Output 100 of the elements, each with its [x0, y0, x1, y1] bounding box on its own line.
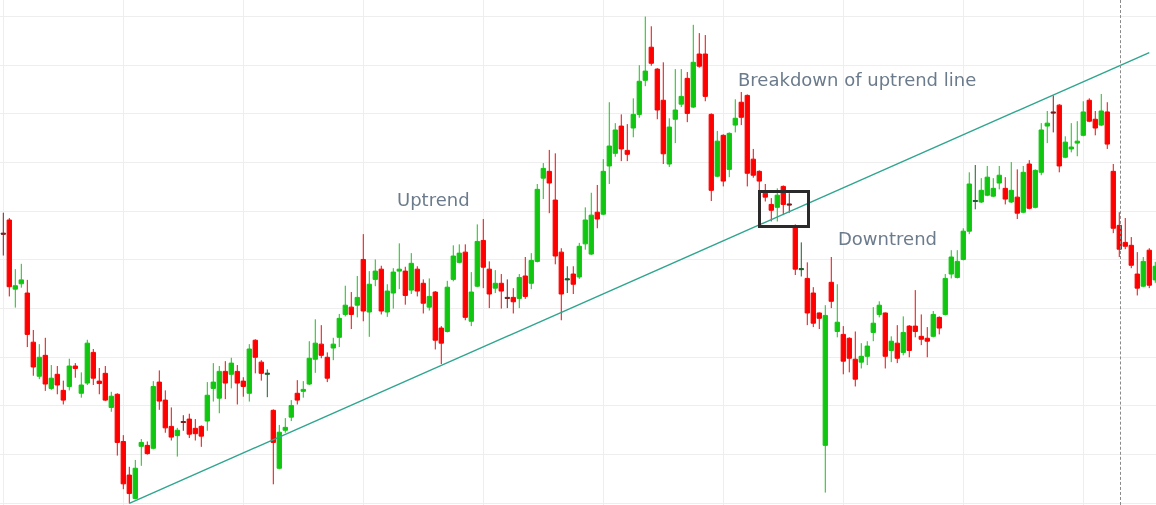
- candlestick: [0, 212, 6, 257]
- candlestick: [6, 217, 12, 297]
- candlestick: [522, 256, 528, 300]
- candlestick: [876, 300, 882, 318]
- candlestick: [24, 279, 30, 348]
- candlestick: [1080, 100, 1086, 137]
- candlestick: [930, 310, 936, 338]
- candlestick: [258, 359, 264, 382]
- candlestick: [222, 360, 228, 400]
- candlestick: [138, 438, 144, 467]
- candlestick: [1104, 101, 1110, 150]
- candlestick: [510, 287, 516, 314]
- candlestick: [1050, 94, 1056, 133]
- candlestick: [12, 268, 18, 309]
- candlestick: [1008, 161, 1014, 204]
- candlestick: [1074, 120, 1080, 157]
- candlestick: [480, 218, 486, 289]
- annotation: Uptrend: [397, 189, 470, 210]
- candlestick: [228, 357, 234, 389]
- candlestick: [264, 368, 270, 398]
- candlestick: [1020, 165, 1026, 214]
- candlestick: [504, 278, 510, 309]
- candlestick: [462, 243, 468, 321]
- candlestick: [576, 242, 582, 280]
- candlestick: [936, 315, 942, 335]
- candlestick: [972, 164, 978, 210]
- candlestick: [570, 265, 576, 295]
- candlestick: [348, 291, 354, 330]
- candlestick: [408, 252, 414, 295]
- candlestick: [294, 379, 300, 405]
- candlestick: [852, 330, 858, 387]
- candlestick: [132, 459, 138, 500]
- candlestick: [996, 165, 1002, 190]
- candlestick: [108, 391, 114, 413]
- candlestick: [642, 16, 648, 87]
- candlestick: [246, 343, 252, 403]
- candlestick: [888, 335, 894, 363]
- candlestick: [498, 273, 504, 310]
- candlestick: [516, 273, 522, 309]
- candlestick: [90, 348, 96, 386]
- candlestick: [18, 263, 24, 289]
- candlestick: [288, 399, 294, 422]
- candlestick: [150, 380, 156, 450]
- candlestick: [270, 408, 276, 485]
- candlestick: [54, 365, 60, 395]
- candlestick: [402, 266, 408, 306]
- candlestick: [786, 192, 792, 214]
- candlestick: [342, 285, 348, 317]
- candlestick: [600, 158, 606, 216]
- annotation: Downtrend: [838, 228, 937, 249]
- candlestick: [282, 417, 288, 434]
- candlestick: [174, 427, 180, 458]
- candlestick: [708, 112, 714, 202]
- candlestick: [798, 241, 804, 277]
- candlestick: [1134, 251, 1140, 296]
- candlestick: [1014, 168, 1020, 220]
- candlestick: [324, 351, 330, 383]
- candlestick: [678, 68, 684, 108]
- candlestick: [594, 184, 600, 229]
- candlestick: [372, 258, 378, 287]
- candlestick: [492, 269, 498, 294]
- candlestick: [1044, 110, 1050, 144]
- candlestick: [1098, 93, 1104, 127]
- candlestick: [648, 25, 654, 67]
- candlestick: [318, 324, 324, 359]
- candlestick: [486, 260, 492, 309]
- candlestick: [666, 117, 672, 168]
- candlestick: [618, 113, 624, 162]
- candlestick: [828, 256, 834, 309]
- candlestick: [252, 338, 258, 374]
- candlestick: [60, 380, 66, 405]
- candlestick: [792, 223, 798, 276]
- candlestick: [540, 162, 546, 200]
- candlestick: [726, 131, 732, 178]
- candlestick: [624, 123, 630, 162]
- annotation: Breakdown of uptrend line: [738, 69, 977, 90]
- candlestick: [180, 414, 186, 432]
- candlestick: [468, 271, 474, 327]
- candlestick: [426, 277, 432, 312]
- candlestick: [894, 324, 900, 364]
- candlestick: [870, 306, 876, 342]
- candlestick: [1056, 103, 1062, 173]
- candlestick: [48, 364, 54, 391]
- candlestick: [300, 380, 306, 399]
- candlestick: [474, 223, 480, 288]
- candlestick: [84, 339, 90, 386]
- candlestick: [354, 275, 360, 318]
- candlestick: [1140, 256, 1146, 288]
- candlestick: [1002, 176, 1008, 205]
- candlestick: [444, 280, 450, 333]
- candlestick: [672, 68, 678, 144]
- candlestick: [684, 71, 690, 123]
- candlestick: [732, 98, 738, 133]
- candlestick: [774, 187, 780, 222]
- candlestick: [336, 313, 342, 348]
- candlestick: [546, 149, 552, 214]
- candlestick: [378, 265, 384, 315]
- candlestick: [204, 381, 210, 432]
- candlestick: [768, 197, 774, 222]
- candlestick: [762, 183, 768, 203]
